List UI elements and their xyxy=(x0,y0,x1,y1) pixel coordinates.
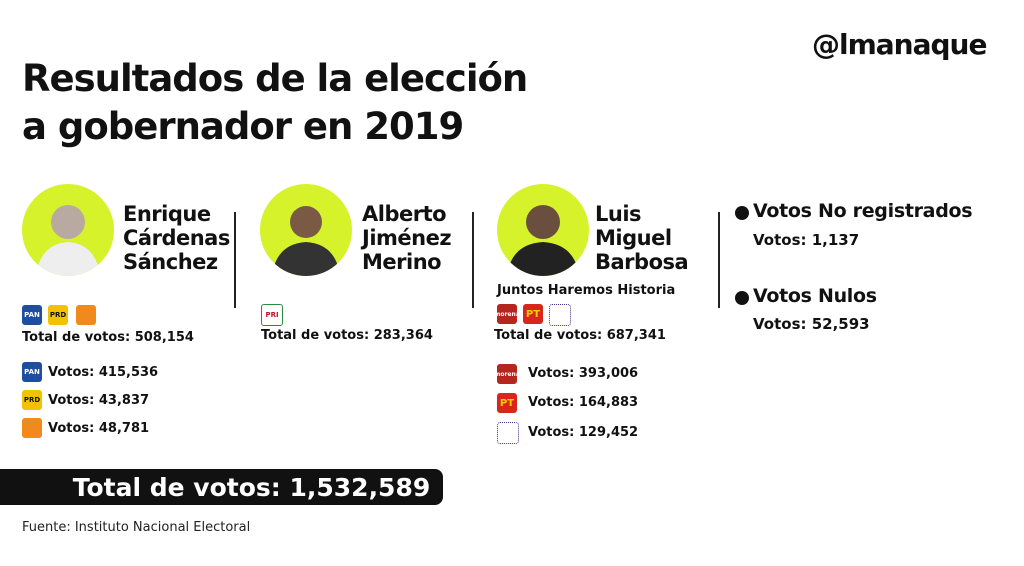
candidate-name: Miguel xyxy=(595,226,672,250)
party-logo: PRD xyxy=(48,305,68,325)
grand-total: Total de votos: 1,532,589 xyxy=(0,469,443,505)
coalition: Juntos Haremos Historia xyxy=(497,283,676,298)
candidate-name: Enrique xyxy=(123,202,211,226)
bullet xyxy=(735,206,749,220)
silhouette xyxy=(36,205,100,276)
party-logo xyxy=(497,422,519,444)
party-votes: Votos: 393,006 xyxy=(528,366,639,381)
silhouette xyxy=(507,205,579,276)
title-line: Resultados de la elección xyxy=(22,57,528,100)
divider xyxy=(234,212,236,308)
source: Fuente: Instituto Nacional Electoral xyxy=(22,520,251,535)
candidate-photo xyxy=(260,184,352,276)
other-label: Votos No registrados xyxy=(753,200,973,222)
candidate-name: Cárdenas xyxy=(123,226,230,250)
party-votes: Votos: 48,781 xyxy=(48,421,150,436)
silhouette xyxy=(272,206,340,276)
party-logo: morena xyxy=(497,304,517,324)
candidate-photo xyxy=(497,184,589,276)
divider xyxy=(472,212,474,308)
candidate-total: Total de votos: 687,341 xyxy=(494,328,666,343)
candidate-total: Total de votos: 508,154 xyxy=(22,330,194,345)
divider xyxy=(718,212,720,308)
candidate-name: Alberto xyxy=(362,202,447,226)
candidate-name: Merino xyxy=(362,250,442,274)
title-line: a gobernador en 2019 xyxy=(22,105,464,148)
party-logo: PT xyxy=(497,393,517,413)
brand: @lmanaque xyxy=(812,28,987,61)
party-logo: morena xyxy=(497,364,517,384)
party-logo: PT xyxy=(523,304,543,324)
other-votes: Votos: 52,593 xyxy=(753,315,870,333)
party-votes: Votos: 129,452 xyxy=(528,425,639,440)
party-logo xyxy=(76,305,96,325)
other-label: Votos Nulos xyxy=(753,285,877,307)
candidate-name: Barbosa xyxy=(595,250,689,274)
party-logo xyxy=(549,304,571,326)
candidate-total: Total de votos: 283,364 xyxy=(261,328,433,343)
candidate-name: Jiménez xyxy=(362,226,452,250)
candidate-name: Sánchez xyxy=(123,250,218,274)
party-votes: Votos: 43,837 xyxy=(48,393,150,408)
bullet xyxy=(735,291,749,305)
party-logo: PAN xyxy=(22,305,42,325)
party-logo xyxy=(22,418,42,438)
party-logo: PRI xyxy=(261,304,283,326)
candidate-photo xyxy=(22,184,114,276)
party-votes: Votos: 164,883 xyxy=(528,395,639,410)
candidate-name: Luis xyxy=(595,202,642,226)
party-logo: PAN xyxy=(22,362,42,382)
other-votes: Votos: 1,137 xyxy=(753,231,860,249)
party-votes: Votos: 415,536 xyxy=(48,365,159,380)
party-logo: PRD xyxy=(22,390,42,410)
